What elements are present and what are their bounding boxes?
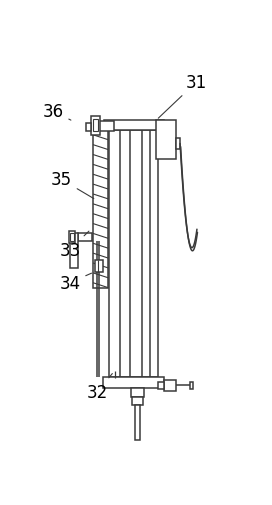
Text: 31: 31 — [158, 74, 207, 119]
Text: 36: 36 — [42, 103, 71, 121]
Bar — [164, 380, 176, 391]
Bar — [190, 383, 193, 389]
Bar — [104, 121, 164, 131]
Bar — [132, 397, 143, 405]
Bar — [135, 405, 140, 440]
Bar — [91, 117, 100, 135]
Bar — [131, 388, 144, 397]
Bar — [93, 131, 108, 288]
Bar — [95, 261, 103, 273]
Bar — [92, 120, 98, 132]
Bar — [103, 378, 164, 388]
Bar — [86, 124, 91, 131]
Bar — [176, 138, 180, 150]
Bar — [70, 233, 78, 268]
Bar — [70, 234, 74, 241]
Bar — [158, 382, 164, 389]
Text: 32: 32 — [87, 374, 112, 401]
Bar — [69, 231, 75, 244]
Text: 35: 35 — [51, 171, 94, 199]
Bar — [156, 121, 176, 160]
Bar — [109, 131, 158, 378]
Bar — [93, 122, 114, 131]
Text: 33: 33 — [59, 232, 89, 259]
Text: 34: 34 — [59, 274, 92, 292]
Bar — [78, 233, 92, 242]
